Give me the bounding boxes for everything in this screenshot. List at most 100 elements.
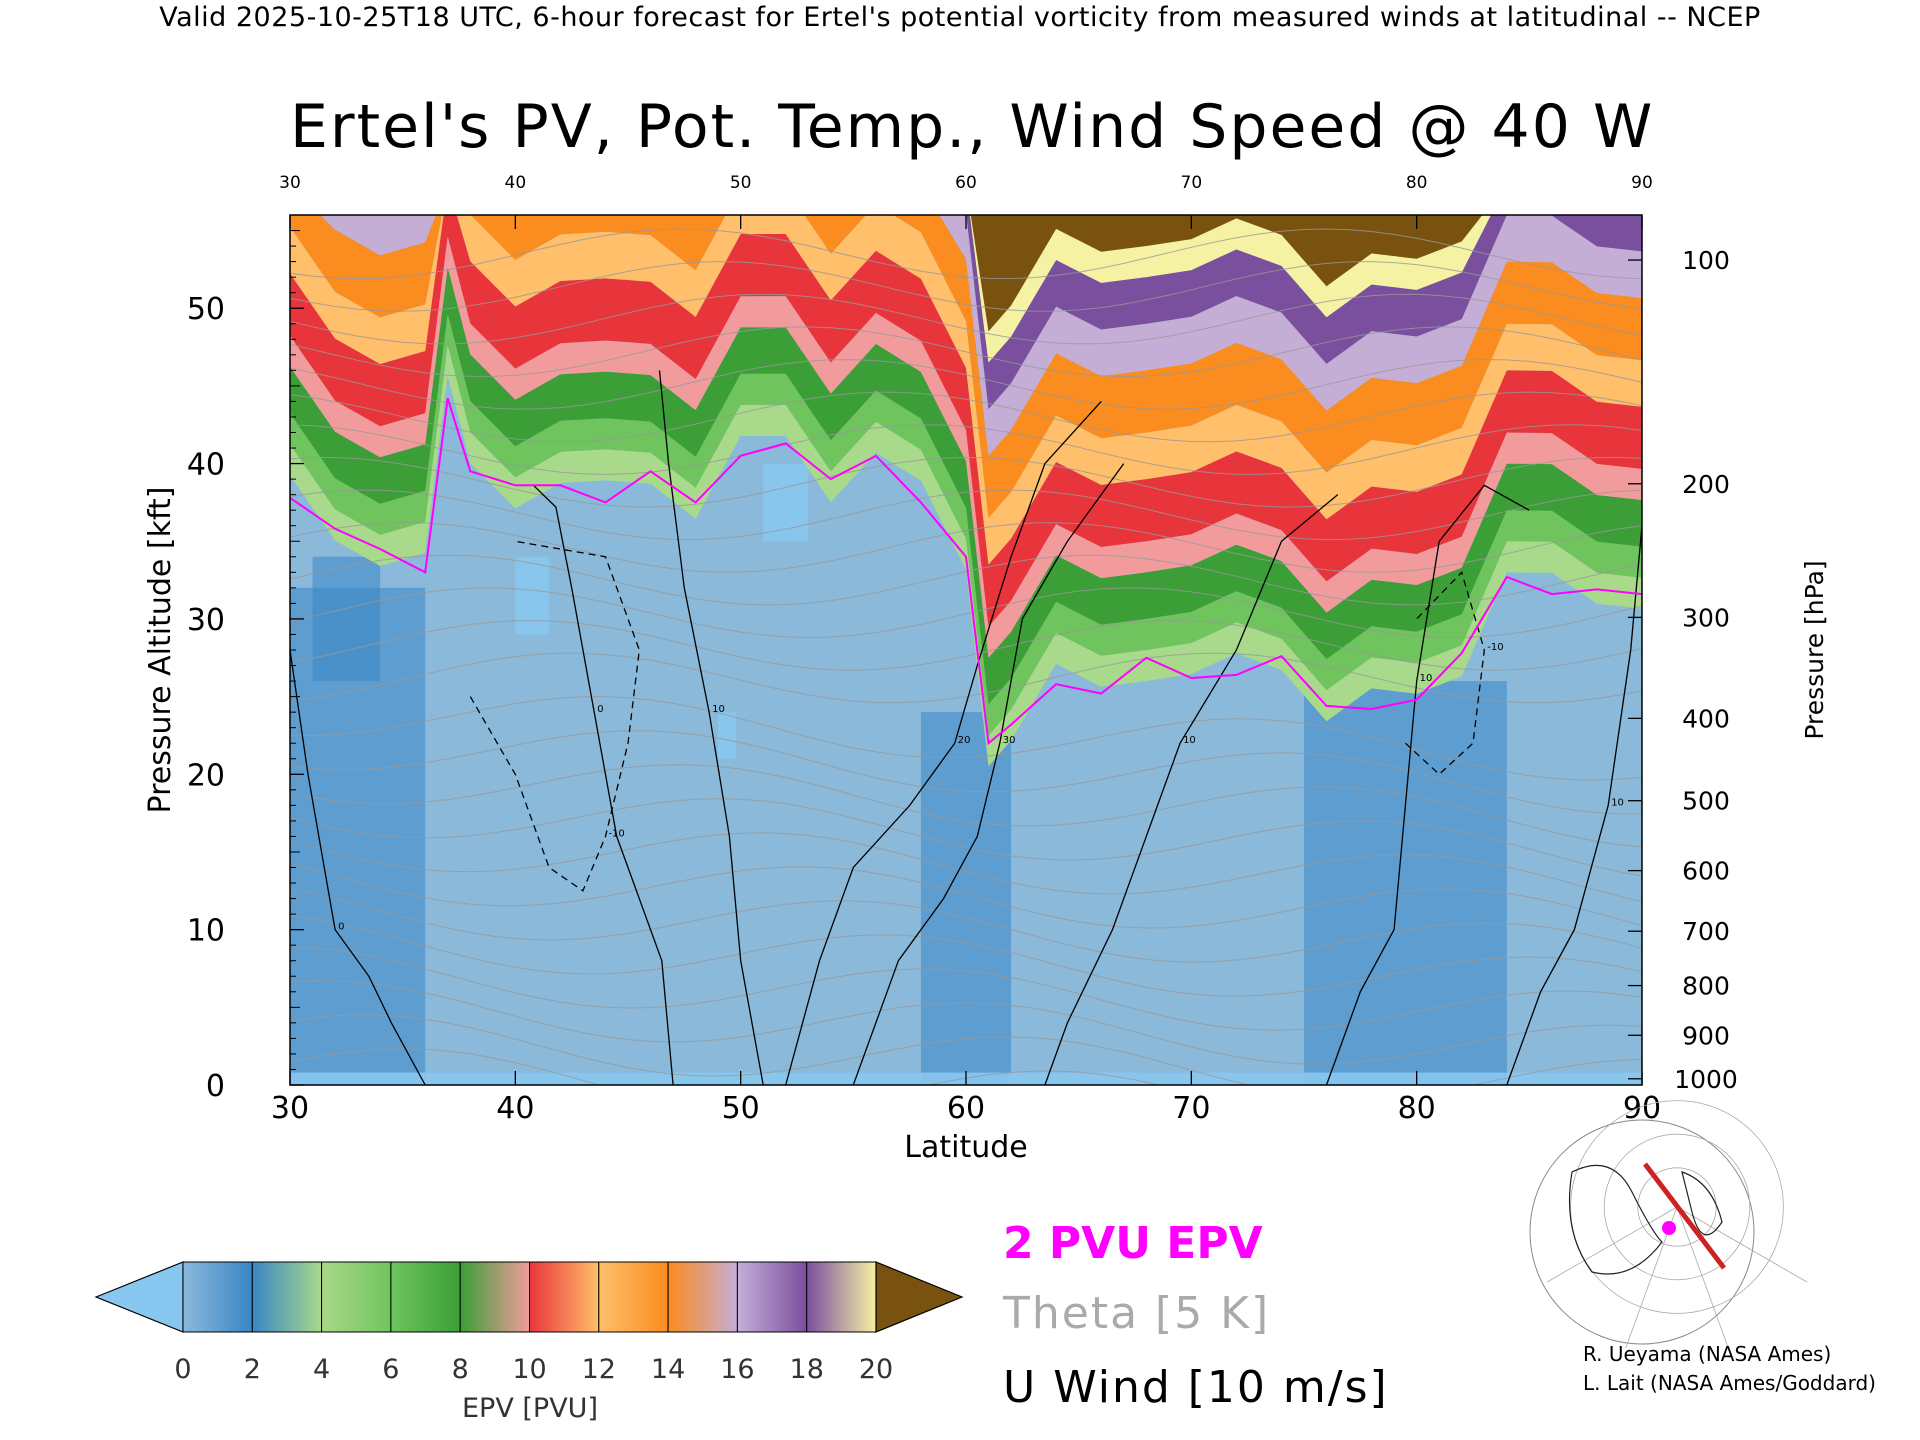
- colorbar-label: EPV [PVU]: [462, 1393, 598, 1424]
- u-wind-contour-label: 0: [338, 922, 344, 933]
- p-tick-label: 900: [1682, 1021, 1730, 1050]
- theta-contour: [290, 980, 1642, 1065]
- map-continent: [1568, 1164, 1663, 1275]
- colorbar-segment: [459, 1261, 531, 1333]
- pv-dark-zone: [920, 712, 1012, 1085]
- theta-contour: [290, 915, 1642, 997]
- colorbar-segment: [806, 1261, 877, 1333]
- x-tick-label-top: 80: [1406, 173, 1428, 193]
- pv-band: [290, 215, 1642, 518]
- theta-contour: [290, 293, 1642, 345]
- chart-title: Ertel's PV, Pot. Temp., Wind Speed @ 40 …: [290, 92, 1655, 162]
- colorbar-segment: [736, 1261, 808, 1333]
- colorbar-segment: [251, 1261, 323, 1333]
- pv-band: [290, 314, 1642, 736]
- map-meridian: [1546, 1206, 1678, 1283]
- pv-low-zone: [718, 712, 737, 759]
- colorbar-min-arrow: [94, 1261, 184, 1333]
- p-tick-label: 800: [1682, 972, 1730, 1001]
- legend-u-wind: U Wind [10 m/s]: [1003, 1362, 1389, 1413]
- p-tick-label: 400: [1682, 704, 1730, 733]
- theta-contour: [290, 832, 1642, 903]
- x-tick-label: 70: [1172, 1091, 1210, 1126]
- p-tick-label: 700: [1682, 917, 1730, 946]
- x-tick-label: 80: [1398, 1091, 1436, 1126]
- u-wind-contour: [852, 463, 1125, 1085]
- colorbar-tick-label: 12: [582, 1354, 616, 1385]
- colorbar-segment: [598, 1261, 669, 1333]
- pv2-line: [290, 398, 1642, 746]
- plot-area: 0 0 10 20 30 10 10 10 -10 -10: [290, 215, 1642, 1085]
- x-axis-label: Latitude: [904, 1130, 1027, 1165]
- map-graticule: [1603, 1133, 1751, 1281]
- u-wind-contour: [785, 400, 1102, 1085]
- theta-contour: [290, 358, 1642, 410]
- theta-contour: [290, 326, 1642, 378]
- pv-band: [290, 215, 1642, 627]
- axes: 30 30 40 40 50 50 60 60 70 70 80 80 90 900 10 20 30 40 50 1…: [143, 173, 1829, 1165]
- p-tick-label: 100: [1682, 246, 1730, 275]
- y-axis-label-left: Pressure Altitude [kft]: [143, 487, 178, 814]
- map-marker: [1662, 1221, 1676, 1235]
- pv-low-zone: [763, 463, 809, 542]
- pv-band: [290, 236, 1642, 658]
- colorbar-tick-label: 0: [174, 1354, 191, 1385]
- theta-contour: [290, 261, 1642, 312]
- x-tick-label-top: 90: [1631, 173, 1653, 193]
- p-tick-label: 500: [1682, 787, 1730, 816]
- u-wind-contour-label: -10: [608, 828, 624, 839]
- x-tick-label-top: 30: [279, 173, 301, 193]
- pv-dark-zone: [312, 556, 381, 682]
- theta-contour: [290, 554, 1642, 606]
- theta-contour: [290, 764, 1642, 848]
- x-tick-label: 60: [947, 1091, 985, 1126]
- pv-band: [320, 215, 1642, 456]
- theta-contour: [290, 798, 1642, 877]
- theta-contour: [290, 946, 1642, 1031]
- theta-contour: [290, 228, 1642, 280]
- theta-contour: [290, 489, 1642, 541]
- u-wind-contour: [290, 649, 426, 1085]
- colorbar-tick-label: 14: [651, 1354, 685, 1385]
- pv-band: [966, 215, 1642, 410]
- colorbar-tick-label: 8: [452, 1354, 469, 1385]
- theta-contour: [290, 863, 1642, 929]
- map-meridian: [1676, 1206, 1729, 1349]
- colorbar-tick-label: 18: [790, 1354, 824, 1385]
- credit-line-2: L. Lait (NASA Ames/Goddard): [1583, 1371, 1876, 1395]
- theta-contour: [290, 696, 1642, 781]
- u-wind-contour-label: 10: [712, 704, 725, 715]
- theta-contour: [290, 619, 1642, 671]
- colorbar-tick-label: 2: [244, 1354, 261, 1385]
- u-wind-contour: [1506, 525, 1642, 1085]
- pv-band: [290, 267, 1642, 705]
- p-tick-label: 1000: [1674, 1065, 1738, 1094]
- u-wind-contour: [1044, 494, 1339, 1085]
- colorbar-segment: [182, 1261, 253, 1333]
- x-tick-label-top: 40: [505, 173, 527, 193]
- colorbar-tick-label: 6: [382, 1354, 399, 1385]
- theta-contour: [290, 522, 1642, 573]
- colorbar-tick-label: 20: [859, 1354, 893, 1385]
- colorbar: 0 2 4 6 8 10 12 14 16 18 20 EPV [PVU]: [94, 1261, 964, 1424]
- theta-contour: [290, 1014, 1642, 1085]
- u-wind-contour-label: 10: [1420, 673, 1433, 684]
- pv-band: [970, 215, 1483, 332]
- credits: R. Ueyama (NASA Ames) L. Lait (NASA Ames…: [1583, 1340, 1876, 1398]
- map-graticule: [1570, 1100, 1784, 1314]
- map-track: [1643, 1162, 1726, 1270]
- colorbar-tick-label: 16: [720, 1354, 754, 1385]
- credit-line-1: R. Ueyama (NASA Ames): [1583, 1342, 1832, 1366]
- colorbar-tick-label: 4: [313, 1354, 330, 1385]
- x-tick-label-top: 50: [730, 173, 752, 193]
- p-tick-label: 300: [1682, 603, 1730, 632]
- x-tick-label-top: 60: [955, 173, 977, 193]
- colorbar-segment: [321, 1261, 392, 1333]
- u-wind-contour: [1404, 571, 1485, 776]
- theta-contour: [290, 730, 1642, 815]
- forecast-banner: Valid 2025-10-25T18 UTC, 6-hour forecast…: [159, 2, 1761, 33]
- legend-theta: Theta [5 K]: [1003, 1288, 1271, 1339]
- globe-map-icon: [1529, 1100, 1808, 1349]
- colorbar-tick-label: 10: [512, 1354, 546, 1385]
